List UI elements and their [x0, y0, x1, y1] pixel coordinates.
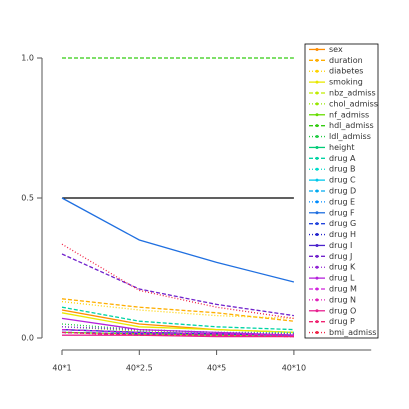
legend-marker [315, 80, 319, 84]
legend-marker [315, 254, 319, 258]
legend-label: drug B [329, 165, 356, 174]
legend-marker [315, 287, 319, 291]
legend-marker [315, 189, 319, 193]
legend-label: drug D [329, 187, 356, 196]
series-line [61, 243, 294, 320]
legend-label: drug H [329, 230, 356, 239]
legend-label: drug M [329, 285, 357, 294]
x-tick-label: 40*10 [282, 364, 306, 373]
legend-label: drug K [329, 263, 356, 272]
series-line [61, 197, 295, 283]
legend-marker [315, 145, 319, 149]
legend-label: nbz_admiss [329, 89, 376, 98]
legend-label: drug I [329, 241, 352, 250]
legend-label: hdl_admiss [329, 121, 374, 130]
series-line [61, 331, 294, 336]
x-tick-label: 40*2.5 [126, 364, 153, 373]
legend-marker [315, 58, 319, 62]
series-line [62, 334, 294, 338]
y-tick-label: 0.5 [21, 194, 34, 203]
legend-marker [315, 243, 319, 247]
y-tick-label: 1.0 [21, 54, 34, 63]
legend-marker [315, 102, 319, 106]
legend-marker [315, 178, 319, 182]
legend-marker [315, 113, 319, 117]
series-line [61, 331, 294, 338]
legend-marker [315, 167, 319, 171]
legend-label: bmi_admiss [329, 328, 376, 337]
legend-marker [315, 320, 319, 324]
legend-marker [315, 265, 319, 269]
legend-label: drug A [329, 154, 356, 163]
x-tick-label: 40*1 [52, 364, 71, 373]
series-line [61, 309, 294, 334]
legend-label: drug N [329, 295, 356, 304]
legend-marker [315, 124, 319, 128]
legend-label: chol_admiss [329, 99, 378, 108]
legend-label: height [329, 143, 355, 152]
legend-marker [315, 47, 319, 51]
legend-marker [315, 276, 319, 280]
legend-label: duration [329, 56, 363, 65]
legend-label: drug O [329, 306, 356, 315]
legend-label: ldl_admiss [329, 132, 371, 141]
legend-label: drug P [329, 317, 355, 326]
legend-marker [315, 91, 319, 95]
legend-label: nf_admiss [329, 110, 369, 119]
legend-label: drug F [329, 208, 355, 217]
legend-marker [315, 233, 319, 237]
series-line [61, 317, 294, 336]
series-line [61, 298, 294, 322]
legend-marker [315, 211, 319, 215]
legend-marker [315, 135, 319, 139]
legend-marker [315, 331, 319, 335]
series-line [61, 253, 294, 317]
legend-marker [315, 298, 319, 302]
legend-marker [315, 200, 319, 204]
legend-marker [315, 69, 319, 73]
series-line [61, 306, 294, 331]
legend-marker [315, 309, 319, 313]
legend-label: drug E [329, 197, 355, 206]
legend-label: drug J [329, 252, 352, 261]
series-line [61, 312, 294, 334]
legend-marker [315, 156, 319, 160]
legend-marker [315, 222, 319, 226]
legend-label: diabetes [329, 67, 363, 76]
y-tick-label: 0.0 [21, 334, 34, 343]
x-tick-label: 40*5 [207, 364, 226, 373]
legend-label: sex [329, 45, 343, 54]
legend-label: drug C [329, 176, 356, 185]
legend-label: smoking [329, 78, 363, 87]
series-line [61, 328, 294, 336]
legend-label: drug L [329, 274, 355, 283]
legend-label: drug G [329, 219, 356, 228]
